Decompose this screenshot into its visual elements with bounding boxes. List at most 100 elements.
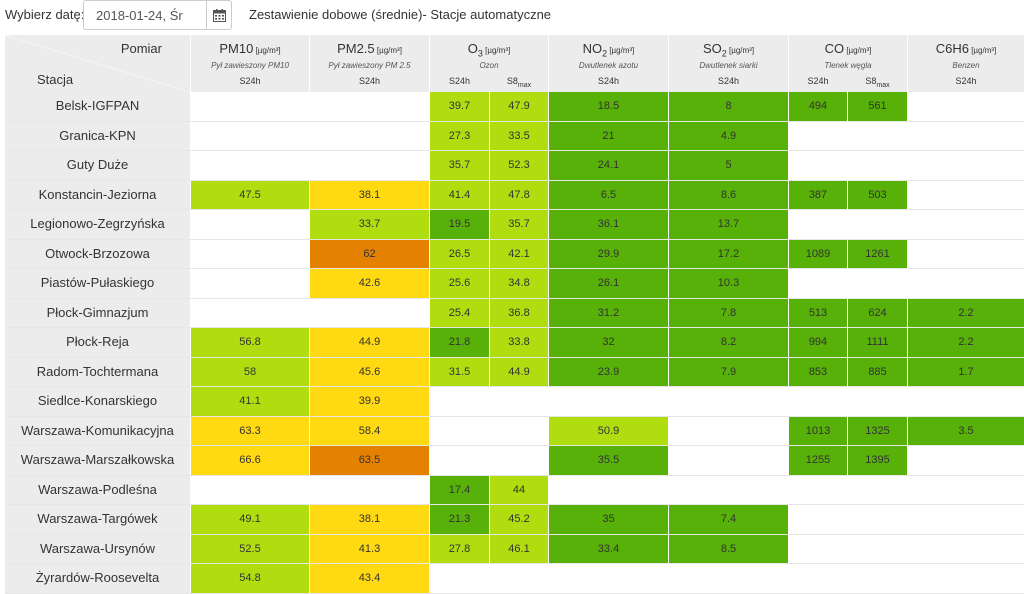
measurement-cell: 54.8 — [191, 564, 309, 593]
station-name[interactable]: Piastów-Pułaskiego — [5, 269, 190, 298]
row-divider — [5, 415, 1024, 417]
measurement-cell: 624 — [848, 298, 907, 327]
header-pollutant: CO [µg/m³] Tlenek węgla S24h S8max — [789, 35, 908, 92]
measurement-cell: 25.6 — [430, 269, 489, 298]
station-name[interactable]: Żyrardów-Roosevelta — [5, 564, 190, 593]
pollutant-symbol: O — [467, 41, 478, 56]
measurement-cell — [848, 505, 907, 534]
measurement-cell: 32 — [549, 328, 668, 357]
table-row: Warszawa-Marszałkowska 66.6 63.5 35.5 1255 13… — [0, 446, 1024, 476]
measure-type-label: S24h — [358, 76, 381, 86]
measurement-cell — [191, 92, 309, 121]
measurement-cell — [848, 387, 907, 416]
calendar-button[interactable] — [206, 0, 232, 30]
pollutant-unit: [µg/m³] — [482, 46, 511, 55]
measurement-cell: 6.5 — [549, 180, 668, 209]
measurement-cell: 39.9 — [310, 387, 429, 416]
measurement-cell: 7.4 — [669, 505, 788, 534]
measurement-cell: 19.5 — [430, 210, 489, 239]
measurement-cell — [669, 564, 788, 593]
row-divider — [5, 445, 1024, 446]
measurement-cell — [908, 534, 1024, 563]
table-row: Warszawa-Komunikacyjna 63.3 58.4 50.9 1013 13… — [0, 416, 1024, 446]
measurement-cell: 56.8 — [191, 328, 309, 357]
station-name[interactable]: Warszawa-Marszałkowska — [5, 446, 190, 475]
measurement-cell: 387 — [789, 180, 847, 209]
measurement-cell: 35.7 — [490, 210, 548, 239]
measurement-cell: 39.7 — [430, 92, 489, 121]
measurement-cell — [908, 564, 1024, 593]
measurement-cell: 27.8 — [430, 534, 489, 563]
pollutant-symbol: PM2.5 — [337, 41, 375, 56]
measurement-cell: 41.4 — [430, 180, 489, 209]
measurement-cell: 1395 — [848, 446, 907, 475]
measurement-cell: 1325 — [848, 416, 907, 445]
measurement-cell — [789, 505, 847, 534]
station-name[interactable]: Warszawa-Komunikacyjna — [5, 416, 190, 445]
measurement-cell — [490, 416, 548, 445]
station-name[interactable]: Płock-Reja — [5, 328, 190, 357]
measurement-cell — [191, 210, 309, 239]
station-name[interactable]: Belsk-IGFPAN — [5, 92, 190, 121]
measurement-cell — [430, 564, 489, 593]
measurement-cell: 45.2 — [490, 505, 548, 534]
table-body: Belsk-IGFPAN 39.7 47.9 18.5 8 494 561 Granica-K… — [0, 92, 1024, 594]
date-input[interactable] — [83, 0, 207, 30]
measurement-cell — [789, 387, 847, 416]
pollutant-name: NO2 [µg/m³] — [549, 41, 668, 59]
row-divider — [5, 474, 1024, 476]
pollutant-unit: [µg/m³] — [374, 46, 402, 55]
station-name[interactable]: Płock-Gimnazjum — [5, 298, 190, 327]
station-name[interactable]: Warszawa-Targówek — [5, 505, 190, 534]
corner-label-measurement: Pomiar — [120, 41, 162, 56]
measure-type-label: S24h — [717, 76, 740, 86]
measurement-cell — [310, 151, 429, 180]
pollutant-symbol: NO — [582, 41, 603, 56]
measurement-cell: 1.7 — [908, 357, 1024, 386]
measurement-cell — [848, 151, 907, 180]
measurement-cell: 49.1 — [191, 505, 309, 534]
measure-type-label: S24h — [448, 76, 471, 86]
row-divider — [5, 327, 1024, 328]
station-name[interactable]: Konstancin-Jeziorna — [5, 180, 190, 209]
station-name[interactable]: Siedlce-Konarskiego — [5, 387, 190, 416]
pollutant-unit: [µg/m³] — [726, 46, 755, 55]
station-name[interactable]: Warszawa-Ursynów — [5, 534, 190, 563]
measurement-cell: 43.4 — [310, 564, 429, 593]
measurement-cell — [908, 92, 1024, 121]
measurement-cell — [310, 92, 429, 121]
measurement-cell: 994 — [789, 328, 847, 357]
pollutant-description: Dwutlenek siarki — [699, 61, 758, 70]
station-name[interactable]: Warszawa-Podleśna — [5, 475, 190, 504]
measurement-cell: 3.5 — [908, 416, 1024, 445]
table-row: Radom-Tochtermana 58 45.6 31.5 44.9 23.9 7.9 85… — [0, 357, 1024, 387]
header-pollutant: C6H6 [µg/m³] Benzen S24h — [908, 35, 1024, 92]
station-name[interactable]: Granica-KPN — [5, 121, 190, 150]
measurement-cell — [191, 298, 309, 327]
measurement-cell: 38.1 — [310, 505, 429, 534]
measurement-cell: 494 — [789, 92, 847, 121]
measurement-cell: 42.6 — [310, 269, 429, 298]
measurement-cell — [669, 416, 788, 445]
measurement-cell — [848, 210, 907, 239]
station-name[interactable]: Guty Duże — [5, 151, 190, 180]
measurement-cell — [191, 239, 309, 268]
measurement-cell — [310, 121, 429, 150]
table-corner-header: Pomiar Stacja — [5, 35, 190, 92]
measurement-cell: 50.9 — [549, 416, 668, 445]
measurement-cell: 2.2 — [908, 298, 1024, 327]
pollutant-name: CO [µg/m³] — [789, 41, 907, 56]
row-divider — [5, 386, 1024, 387]
measurement-cell: 1089 — [789, 239, 847, 268]
measurement-cell — [549, 475, 668, 504]
station-name[interactable]: Radom-Tochtermana — [5, 357, 190, 386]
header-pollutant: PM10 [µg/m³] Pył zawieszony PM10 S24h — [191, 35, 310, 92]
station-name[interactable]: Otwock-Brzozowa — [5, 239, 190, 268]
station-name[interactable]: Legionowo-Zegrzyńska — [5, 210, 190, 239]
row-divider — [5, 238, 1024, 240]
row-divider — [5, 297, 1024, 299]
measurement-cell: 13.7 — [669, 210, 788, 239]
measurement-cell: 42.1 — [490, 239, 548, 268]
measurement-cell — [310, 298, 429, 327]
measurement-cell — [549, 387, 668, 416]
